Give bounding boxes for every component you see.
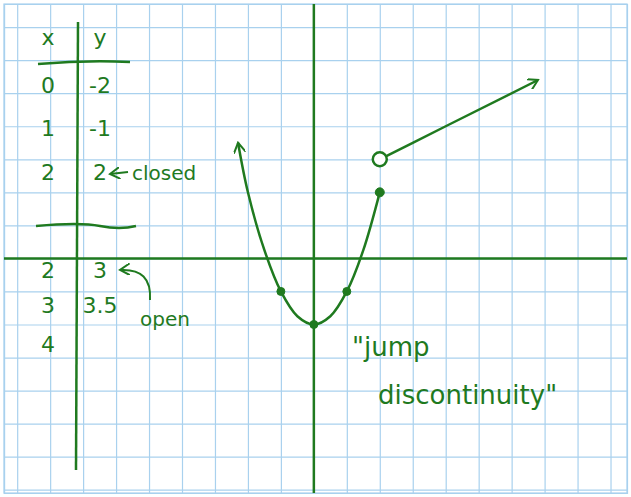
grid-line: [544, 4, 545, 493]
annotation-arrow: [120, 270, 150, 300]
grid-tick: [17, 4, 18, 493]
closed-point: [375, 188, 384, 197]
grid-line: [4, 357, 627, 358]
table-cell: 2: [41, 160, 55, 185]
series-line: [380, 80, 538, 159]
table-cell: 1: [41, 116, 55, 141]
annotation-line: discontinuity": [378, 380, 557, 410]
grid-tick: [4, 192, 627, 193]
grid-tick: [611, 4, 612, 493]
grid-line: [4, 192, 627, 193]
grid-line: [215, 4, 216, 493]
table-cell: 2: [41, 258, 55, 283]
grid-tick: [347, 4, 348, 493]
grid-line: [347, 4, 348, 493]
grid-tick: [83, 4, 84, 493]
grid-line: [4, 424, 627, 425]
point: [310, 320, 318, 328]
table-cell: 3.5: [83, 293, 118, 318]
grid-tick: [446, 4, 447, 493]
grid-line: [4, 490, 627, 491]
plot-frame: [4, 4, 627, 493]
open-point: [373, 152, 387, 166]
grid-tick: [149, 4, 150, 493]
grid-tick: [512, 4, 513, 493]
annotation-line: "jump: [352, 332, 430, 362]
grid-tick: [545, 4, 546, 493]
grid-tick: [182, 4, 183, 493]
grid-tick: [314, 4, 315, 493]
grid-line: [116, 4, 117, 493]
table-cell: 2: [93, 160, 107, 185]
point: [277, 287, 285, 295]
grid-tick: [479, 4, 480, 493]
grid-line: [610, 4, 611, 493]
table-header: x: [41, 25, 54, 50]
grid-line: [314, 4, 315, 493]
plot-frame: [5, 5, 628, 494]
grid-line: [149, 4, 150, 493]
annotation: "jump discontinuity": [352, 332, 557, 410]
value-table: x y 0 -2 1 -1 2 2 2 3 3 3.5 4: [36, 22, 136, 470]
table-header-rule: [38, 61, 130, 64]
grid-line: [182, 4, 183, 493]
grid-line: [17, 4, 18, 493]
grid-line: [479, 4, 480, 493]
table-section-rule: [36, 224, 136, 228]
grid-tick: [413, 4, 414, 493]
table-header: y: [93, 25, 106, 50]
grid-tick: [578, 4, 579, 493]
grid-tick: [215, 4, 216, 493]
y-axis-line: [313, 4, 316, 493]
grid-tick: [4, 358, 627, 359]
annotations: closed open "jump discontinuity": [110, 161, 557, 410]
grid-line: [577, 4, 578, 493]
grid-line: [413, 4, 414, 493]
x-grid: [5, 4, 628, 494]
grid-tick: [4, 490, 627, 491]
plot-marks: [238, 80, 538, 329]
table-cell: 4: [41, 332, 55, 357]
point: [343, 287, 351, 295]
table-cell: 0: [41, 73, 55, 98]
grid-line: [512, 4, 513, 493]
table-cell: -2: [89, 73, 111, 98]
grid-tick: [4, 424, 627, 425]
table-cell: 3: [93, 258, 107, 283]
grid-tick: [281, 4, 282, 493]
grid-line: [83, 4, 84, 493]
grid-tick: [116, 4, 117, 493]
annotation-arrow: [110, 172, 128, 174]
table-column-rule: [76, 22, 78, 470]
canvas: x y 0 -2 1 -1 2 2 2 3 3 3.5 4 closed open "jump disconti…: [0, 0, 631, 497]
grid-line: [248, 4, 249, 493]
grid-tick: [248, 4, 249, 493]
annotation: closed: [132, 161, 196, 185]
table-cell: 3: [41, 293, 55, 318]
annotation: open: [140, 307, 190, 331]
grid-tick: [380, 4, 381, 493]
grid-line: [446, 4, 447, 493]
series-line: [238, 143, 380, 325]
grid-line: [380, 4, 381, 493]
y-grid: [4, 5, 627, 494]
plot-frame: [5, 4, 628, 494]
grid-line: [281, 4, 282, 493]
grid-tick: [4, 457, 627, 458]
grid-line: [4, 457, 627, 458]
table-cell: -1: [89, 116, 111, 141]
